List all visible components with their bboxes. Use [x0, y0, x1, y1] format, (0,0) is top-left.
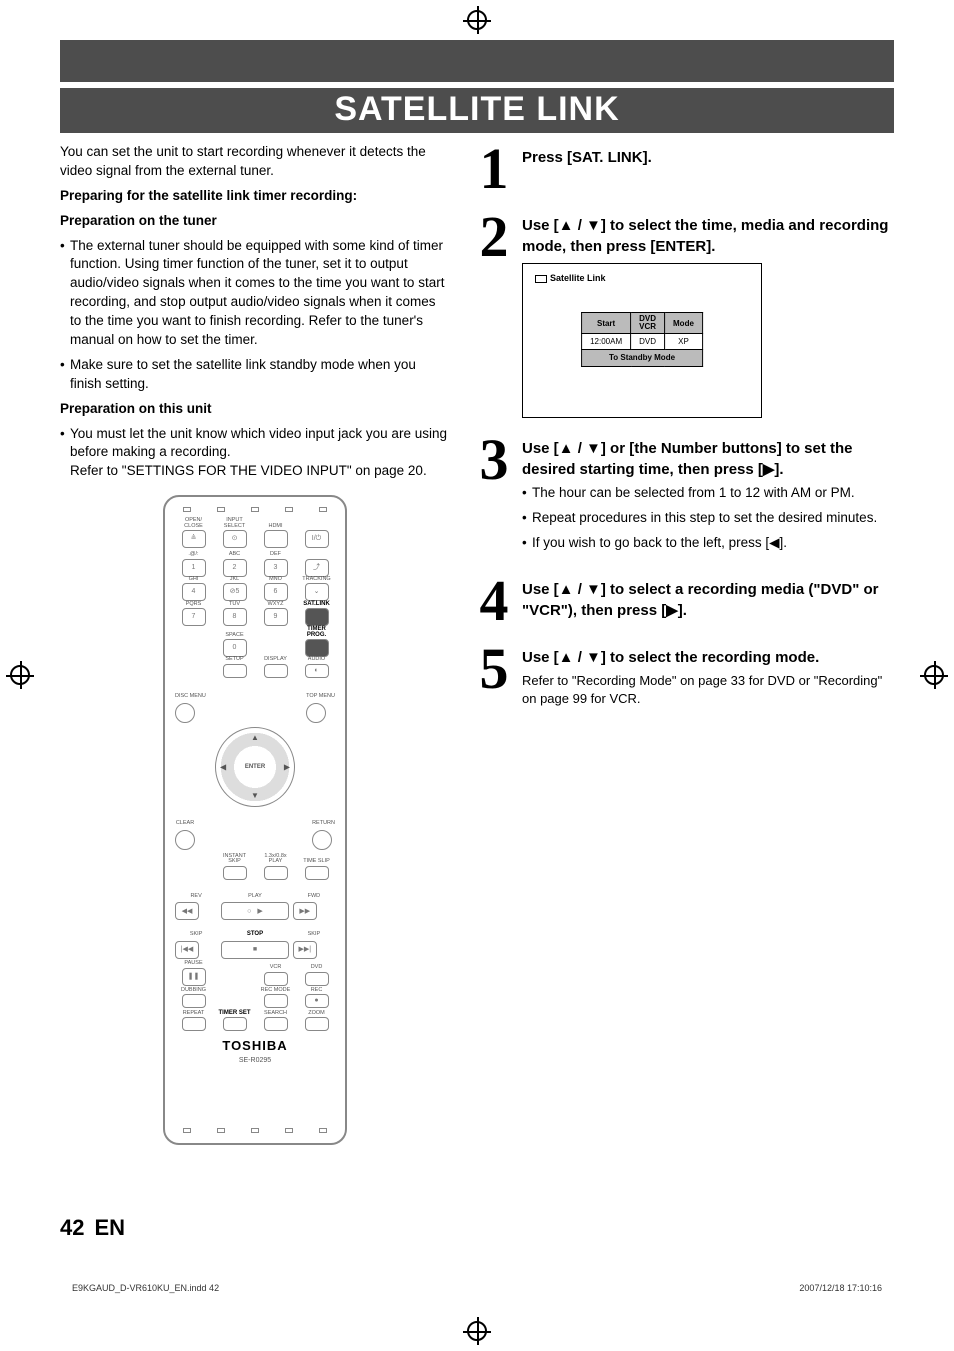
- left-column: You can set the unit to start recording …: [60, 143, 450, 1145]
- step-4: 4 Use [▲ / ▼] to select a recording medi…: [472, 575, 894, 627]
- remote-row-1: OPEN/ CLOSE≜ INPUT SELECT⊙ HDMI I/⏻: [175, 518, 335, 548]
- step-3: 3 Use [▲ / ▼] or [the Number buttons] to…: [472, 434, 894, 559]
- footer-left: E9KGAUD_D-VR610KU_EN.indd 42: [72, 1283, 219, 1293]
- remote-model: SE-R0295: [175, 1056, 335, 1066]
- prep-unit-list: You must let the unit know which video i…: [60, 425, 450, 482]
- header-gray-band: [60, 40, 894, 82]
- remote-top-dots: [175, 505, 335, 514]
- content-columns: You can set the unit to start recording …: [60, 143, 894, 1145]
- registration-mark-left: [10, 665, 30, 685]
- step-5: 5 Use [▲ / ▼] to select the recording mo…: [472, 643, 894, 711]
- footer-right: 2007/12/18 17:10:16: [799, 1283, 882, 1293]
- step-5-title: Use [▲ / ▼] to select the recording mode…: [522, 647, 894, 668]
- page-number: 42EN: [60, 1215, 125, 1241]
- prep-tuner-list: The external tuner should be equipped wi…: [60, 237, 450, 394]
- registration-mark-top: [467, 10, 487, 30]
- footer: E9KGAUD_D-VR610KU_EN.indd 42 2007/12/18 …: [60, 1283, 894, 1293]
- registration-mark-bottom: [467, 1321, 487, 1341]
- prep-tuner-heading: Preparation on the tuner: [60, 212, 450, 231]
- step-1: 1 Press [SAT. LINK].: [472, 143, 894, 195]
- step-4-title: Use [▲ / ▼] to select a recording media …: [522, 579, 894, 621]
- step-2: 2 Use [▲ / ▼] to select the time, media …: [472, 211, 894, 418]
- remote-control: OPEN/ CLOSE≜ INPUT SELECT⊙ HDMI I/⏻ .@/:…: [163, 495, 347, 1145]
- step-2-title: Use [▲ / ▼] to select the time, media an…: [522, 215, 894, 257]
- prep-heading: Preparing for the satellite link timer r…: [60, 187, 450, 206]
- list-item: Make sure to set the satellite link stan…: [60, 356, 450, 394]
- remote-wrapper: OPEN/ CLOSE≜ INPUT SELECT⊙ HDMI I/⏻ .@/:…: [60, 495, 450, 1145]
- remote-bottom-dots: [175, 1126, 335, 1135]
- page-container: SATELLITE LINK You can set the unit to s…: [60, 40, 894, 1311]
- step-3-title: Use [▲ / ▼] or [the Number buttons] to s…: [522, 438, 894, 480]
- step-3-body: The hour can be selected from 1 to 12 wi…: [522, 484, 894, 553]
- page-title: SATELLITE LINK: [60, 88, 894, 133]
- remote-brand: TOSHIBA: [175, 1037, 335, 1055]
- list-item: The external tuner should be equipped wi…: [60, 237, 450, 350]
- right-column: 1 Press [SAT. LINK]. 2 Use [▲ / ▼] to se…: [472, 143, 894, 1145]
- step-1-title: Press [SAT. LINK].: [522, 147, 894, 168]
- intro-text: You can set the unit to start recording …: [60, 143, 450, 181]
- remote-dpad: ENTER ▲ ▼ ◀ ▶: [215, 727, 295, 807]
- list-item: You must let the unit know which video i…: [60, 425, 450, 482]
- prep-unit-heading: Preparation on this unit: [60, 400, 450, 419]
- osd-screenshot: Satellite Link Start DVD VCR Mode 12:00A…: [522, 263, 762, 418]
- registration-mark-right: [924, 665, 944, 685]
- step-5-body: Refer to "Recording Mode" on page 33 for…: [522, 672, 894, 708]
- osd-table: Start DVD VCR Mode 12:00AM DVD XP To Sta…: [581, 312, 703, 366]
